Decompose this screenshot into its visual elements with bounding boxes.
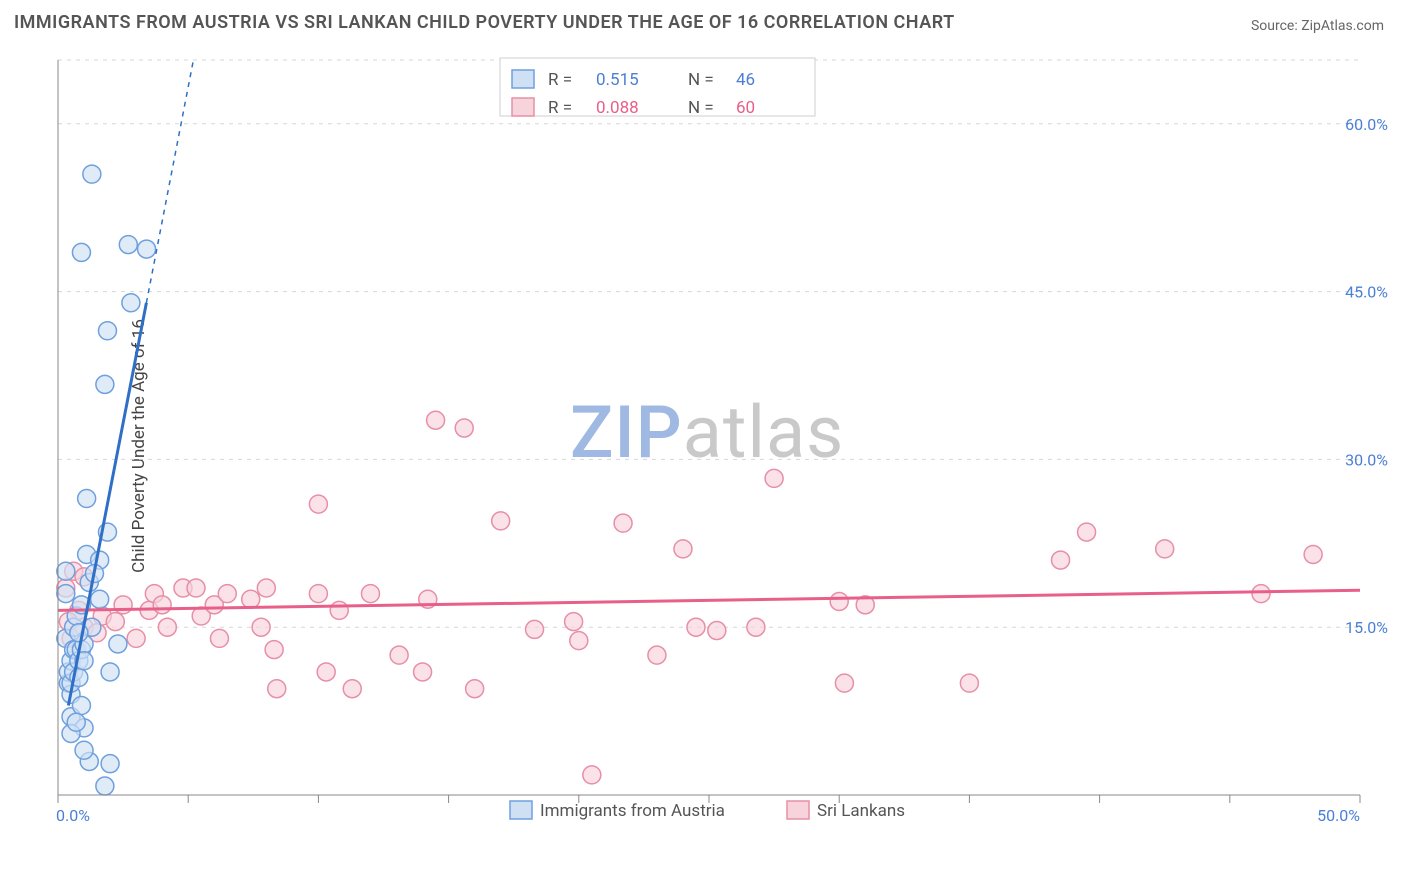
srilankan-point [390, 646, 408, 664]
srilankan-point [570, 632, 588, 650]
srilankan-point [1156, 540, 1174, 558]
legend-n-label: N = [688, 70, 714, 90]
legend-r-value: 0.515 [596, 70, 639, 90]
srilankan-point [187, 579, 205, 597]
austria-point [98, 322, 116, 340]
austria-point [96, 375, 114, 393]
chart-title: IMMIGRANTS FROM AUSTRIA VS SRI LANKAN CH… [14, 12, 955, 33]
austria-point [72, 697, 90, 715]
srilankan-point [466, 680, 484, 698]
y-tick-label: 45.0% [1345, 283, 1388, 302]
legend-r-label: R = [548, 98, 572, 118]
srilankan-point [674, 540, 692, 558]
srilankan-point [257, 579, 275, 597]
legend-swatch [510, 801, 532, 819]
srilankan-point [427, 411, 445, 429]
austria-point [67, 713, 85, 731]
austria-point [57, 585, 75, 603]
austria-point [72, 243, 90, 261]
srilankan-point [218, 585, 236, 603]
srilankan-point [583, 766, 601, 784]
srilankan-point [1078, 523, 1096, 541]
srilankan-point [830, 592, 848, 610]
legend-n-label: N = [688, 98, 714, 118]
srilankan-point [1052, 551, 1070, 569]
legend-series-label: Sri Lankans [817, 801, 905, 821]
legend-r-label: R = [548, 70, 572, 90]
chart-svg: 0.0% 50.0% 15.0% 30.0% 45.0% 60.0% R = 0.515 N =… [50, 55, 1390, 825]
austria-point [122, 294, 140, 312]
legend-swatch [787, 801, 809, 819]
y-tick-label: 15.0% [1345, 618, 1388, 637]
austria-point [96, 777, 114, 795]
y-tick-label: 60.0% [1345, 115, 1388, 134]
srilankan-point [361, 585, 379, 603]
srilankan-point [242, 590, 260, 608]
austria-point [101, 663, 119, 681]
srilankan-point [765, 469, 783, 487]
legend-r-value: 0.088 [596, 98, 639, 118]
srilankan-point [708, 622, 726, 640]
srilankan-point [835, 674, 853, 692]
legend-swatch [512, 98, 534, 116]
srilankan-point [565, 613, 583, 631]
austria-point [109, 635, 127, 653]
austria-point [101, 755, 119, 773]
srilankan-point [114, 596, 132, 614]
austria-point [83, 165, 101, 183]
scatter-plot: 0.0% 50.0% 15.0% 30.0% 45.0% 60.0% R = 0.515 N =… [50, 55, 1390, 825]
legend-n-value: 60 [736, 98, 755, 118]
srilankan-point [414, 663, 432, 681]
legend-swatch [512, 70, 534, 88]
x-tick-label: 0.0% [56, 806, 90, 825]
austria-point [57, 562, 75, 580]
srilankan-point [127, 629, 145, 647]
source-label: Source: [1251, 18, 1301, 34]
srilankan-point [317, 663, 335, 681]
austria-point [138, 240, 156, 258]
srilankan-point [492, 512, 510, 530]
x-tick-label: 50.0% [1317, 806, 1360, 825]
srilankan-point [158, 618, 176, 636]
srilankan-point [455, 419, 473, 437]
srilankan-point [526, 620, 544, 638]
y-tick-label: 30.0% [1345, 450, 1388, 469]
legend-series-label: Immigrants from Austria [540, 801, 725, 821]
srilankan-point [614, 514, 632, 532]
austria-point [75, 741, 93, 759]
austria-point [78, 490, 96, 508]
srilankan-point [268, 680, 286, 698]
srilankan-point [1304, 545, 1322, 563]
srilankan-point [747, 618, 765, 636]
srilankan-point [309, 495, 327, 513]
srilankan-point [252, 618, 270, 636]
srilankan-point [153, 596, 171, 614]
source-link[interactable]: ZipAtlas.com [1301, 18, 1384, 34]
srilankan-point [330, 601, 348, 619]
srilankan-point [1252, 585, 1270, 603]
srilankan-point [210, 629, 228, 647]
srilankan-point [343, 680, 361, 698]
source-attribution: Source: ZipAtlas.com [1251, 18, 1384, 34]
austria-point [91, 590, 109, 608]
srilankan-point [265, 641, 283, 659]
austria-point [119, 236, 137, 254]
srilankan-point [648, 646, 666, 664]
legend-n-value: 46 [736, 70, 755, 90]
srilankan-point [106, 613, 124, 631]
srilankan-point [687, 618, 705, 636]
srilankan-point [960, 674, 978, 692]
srilankan-point [309, 585, 327, 603]
